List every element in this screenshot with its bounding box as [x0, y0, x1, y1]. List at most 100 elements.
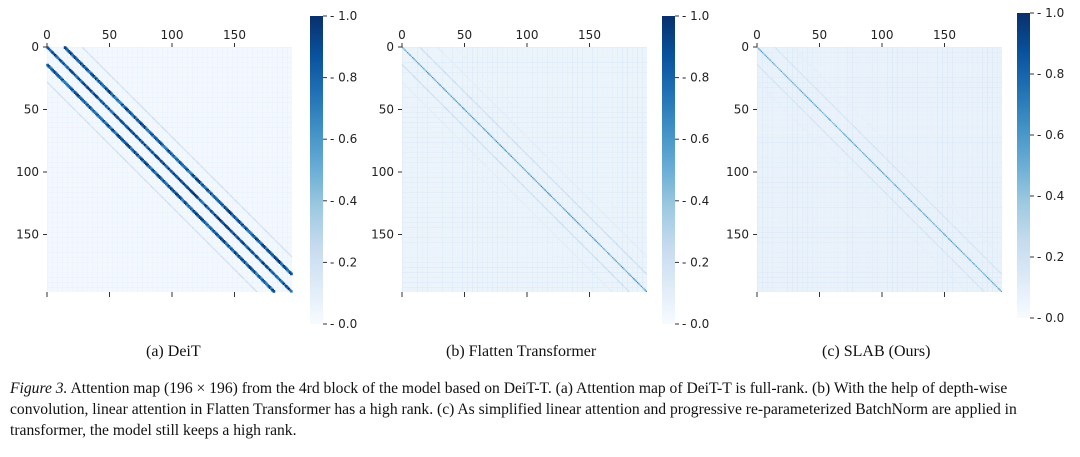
heatmap-cell	[628, 255, 630, 258]
heatmap-cell	[946, 236, 949, 239]
heatmap-cell	[623, 233, 625, 235]
heatmap-cell	[526, 136, 529, 139]
heatmap-cell	[495, 158, 498, 160]
heatmap-cell	[906, 179, 909, 181]
heatmap-cell	[238, 273, 240, 275]
heatmap-cell	[620, 283, 623, 285]
heatmap-cell	[955, 228, 958, 230]
heatmap-cell	[808, 133, 810, 135]
heatmap-cell	[780, 70, 783, 73]
x-tick-label: 50	[812, 28, 827, 42]
heatmap-cell	[569, 196, 571, 199]
heatmap-cell	[861, 151, 864, 154]
heatmap-cell	[505, 168, 508, 170]
heatmap-cell	[876, 201, 879, 204]
heatmap-cell	[98, 63, 100, 65]
heatmap-cell	[245, 210, 248, 213]
heatmap-cell	[74, 109, 76, 111]
heatmap-cell	[473, 118, 475, 120]
heatmap-cell	[865, 155, 868, 158]
heatmap-cell	[806, 96, 809, 99]
heatmap-cell	[906, 196, 909, 199]
heatmap-cell	[521, 201, 524, 204]
heatmap-cell	[426, 54, 429, 56]
heatmap-cell	[765, 90, 768, 93]
heatmap-cell	[853, 125, 855, 128]
heatmap-cell	[643, 270, 645, 273]
heatmap-cell	[869, 141, 871, 144]
heatmap-cell	[963, 253, 965, 255]
colorbar-tick-label: - 1.0	[1037, 6, 1064, 20]
heatmap-cell	[553, 250, 555, 253]
heatmap-cell	[115, 150, 118, 153]
heatmap-cell	[756, 46, 759, 49]
heatmap-cell	[425, 123, 428, 125]
heatmap-cell	[944, 269, 946, 271]
heatmap-cell	[236, 201, 239, 204]
heatmap-cell	[501, 111, 504, 114]
heatmap-cell	[446, 144, 449, 146]
heatmap-row-texture	[47, 227, 292, 228]
heatmap-column-texture	[572, 47, 573, 292]
heatmap-cell	[174, 139, 176, 141]
heatmap-cell	[516, 179, 519, 181]
heatmap-cell	[448, 75, 450, 78]
heatmap-cell	[108, 73, 110, 75]
heatmap-cell	[926, 234, 929, 236]
colorbar-tick-label: - 0.4	[330, 194, 357, 208]
heatmap-cell	[473, 65, 475, 68]
heatmap-cell	[904, 194, 906, 196]
heatmap-cell	[998, 270, 1000, 273]
heatmap-column-texture	[262, 47, 263, 292]
heatmap-cell	[475, 155, 478, 158]
heatmap-cell	[568, 213, 570, 215]
heatmap-cell	[444, 71, 446, 74]
heatmap-cell	[964, 236, 966, 239]
heatmap-cell	[279, 244, 281, 246]
heatmap-column-texture	[167, 47, 168, 292]
heatmap-cell	[505, 150, 508, 153]
heatmap-cell	[540, 150, 543, 153]
heatmap-cell	[535, 180, 538, 183]
heatmap-cell	[510, 208, 513, 210]
colorbar-tick-label: - 0.8	[1037, 67, 1064, 81]
heatmap-cell	[485, 78, 488, 80]
heatmap-cell	[876, 166, 879, 169]
heatmap-cell	[951, 259, 954, 261]
heatmap-cell	[409, 71, 411, 74]
heatmap-cell	[575, 220, 578, 223]
heatmap-cell	[500, 198, 503, 200]
heatmap-cell	[424, 86, 426, 89]
heatmap-cell	[955, 263, 958, 265]
heatmap-cell	[135, 170, 138, 173]
heatmap-cell	[404, 66, 406, 69]
heatmap-cell	[564, 191, 566, 194]
heatmap-cell	[504, 96, 506, 99]
heatmap-cell	[829, 101, 831, 104]
heatmap-cell	[966, 274, 969, 276]
heatmap-cell	[855, 128, 858, 130]
heatmap-cell	[114, 79, 116, 81]
heatmap-cell	[540, 168, 543, 170]
heatmap-cell	[958, 283, 960, 285]
heatmap-cell	[580, 243, 583, 245]
heatmap-cell	[444, 54, 446, 56]
heatmap-cell	[584, 246, 586, 249]
heatmap-cell	[599, 244, 601, 246]
heatmap-cell	[470, 150, 473, 153]
heatmap-cell	[446, 109, 449, 111]
heatmap-cell	[969, 224, 971, 226]
heatmap-cell	[424, 104, 426, 106]
heatmap-cell	[929, 201, 931, 204]
heatmap-cell	[941, 196, 944, 199]
heatmap-cell	[498, 90, 500, 93]
heatmap-row-texture	[402, 122, 647, 123]
heatmap-cell	[161, 126, 164, 129]
heatmap-cell	[516, 214, 519, 216]
heatmap-cell	[858, 148, 860, 150]
heatmap-cell	[586, 214, 589, 216]
heatmap-cell	[590, 288, 593, 290]
x-tick-label: 150	[578, 28, 601, 42]
x-tick-label: 0	[43, 28, 51, 42]
heatmap-cell	[533, 230, 535, 233]
